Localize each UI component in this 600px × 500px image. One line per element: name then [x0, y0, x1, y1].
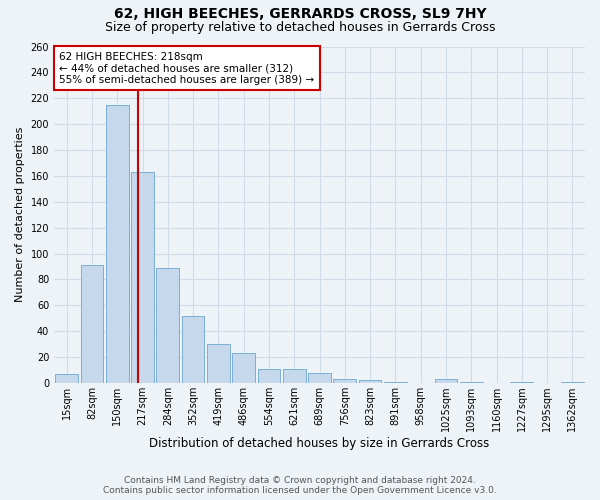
Bar: [257, 369, 280, 383]
X-axis label: Distribution of detached houses by size in Gerrards Cross: Distribution of detached houses by size …: [149, 437, 490, 450]
Bar: [157, 268, 179, 383]
Bar: [283, 369, 305, 383]
Bar: [55, 374, 78, 383]
Bar: [106, 104, 128, 383]
Bar: [511, 382, 533, 383]
Bar: [182, 316, 205, 383]
Bar: [80, 266, 103, 383]
Text: Contains HM Land Registry data © Crown copyright and database right 2024.
Contai: Contains HM Land Registry data © Crown c…: [103, 476, 497, 495]
Bar: [232, 354, 255, 383]
Bar: [334, 379, 356, 383]
Bar: [131, 172, 154, 383]
Y-axis label: Number of detached properties: Number of detached properties: [15, 127, 25, 302]
Text: 62 HIGH BEECHES: 218sqm
← 44% of detached houses are smaller (312)
55% of semi-d: 62 HIGH BEECHES: 218sqm ← 44% of detache…: [59, 52, 314, 84]
Bar: [359, 380, 382, 383]
Bar: [460, 382, 482, 383]
Bar: [384, 382, 407, 383]
Bar: [434, 379, 457, 383]
Bar: [308, 372, 331, 383]
Bar: [207, 344, 230, 383]
Text: 62, HIGH BEECHES, GERRARDS CROSS, SL9 7HY: 62, HIGH BEECHES, GERRARDS CROSS, SL9 7H…: [113, 8, 487, 22]
Bar: [561, 382, 584, 383]
Text: Size of property relative to detached houses in Gerrards Cross: Size of property relative to detached ho…: [105, 21, 495, 34]
